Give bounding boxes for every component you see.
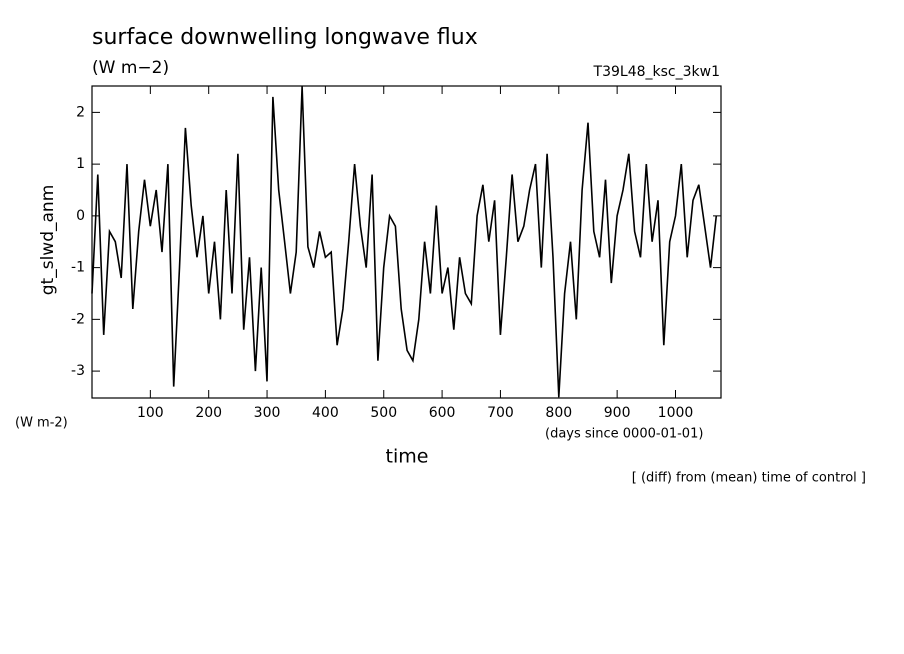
x-tick-label: 800 — [545, 405, 572, 421]
x-tick-label: 400 — [312, 405, 339, 421]
chart-subtitle: (W m−2) — [92, 58, 169, 78]
x-axis-label: time — [386, 446, 429, 468]
y-tick-label: -2 — [71, 311, 85, 327]
note: [ (diff) from (mean) time of control ] — [632, 471, 866, 486]
y-tick-label: -1 — [71, 260, 85, 276]
plot-frame — [91, 85, 722, 399]
x-tick-label: 700 — [487, 405, 514, 421]
chart-title: surface downwelling longwave flux — [92, 25, 478, 50]
x-tick-label: 300 — [254, 405, 281, 421]
y-tick-label: 0 — [76, 208, 85, 224]
data-line — [91, 86, 718, 398]
x-tick-label: 1000 — [658, 405, 694, 421]
x-tick-label: 500 — [370, 405, 397, 421]
x-tick-label: 200 — [195, 405, 222, 421]
run-label: T39L48_ksc_3kw1 — [593, 64, 720, 80]
x-tick-label: 100 — [137, 405, 164, 421]
x-tick-label: 900 — [604, 405, 631, 421]
y-axis-units: (W m-2) — [15, 416, 68, 431]
y-tick-label: -3 — [71, 363, 85, 379]
x-axis-units: (days since 0000-01-01) — [545, 427, 703, 442]
y-tick-label: 1 — [76, 156, 85, 172]
x-tick-label: 600 — [429, 405, 456, 421]
y-tick-label: 2 — [76, 104, 85, 120]
y-axis-label: gt_slwd_anm — [38, 185, 58, 295]
